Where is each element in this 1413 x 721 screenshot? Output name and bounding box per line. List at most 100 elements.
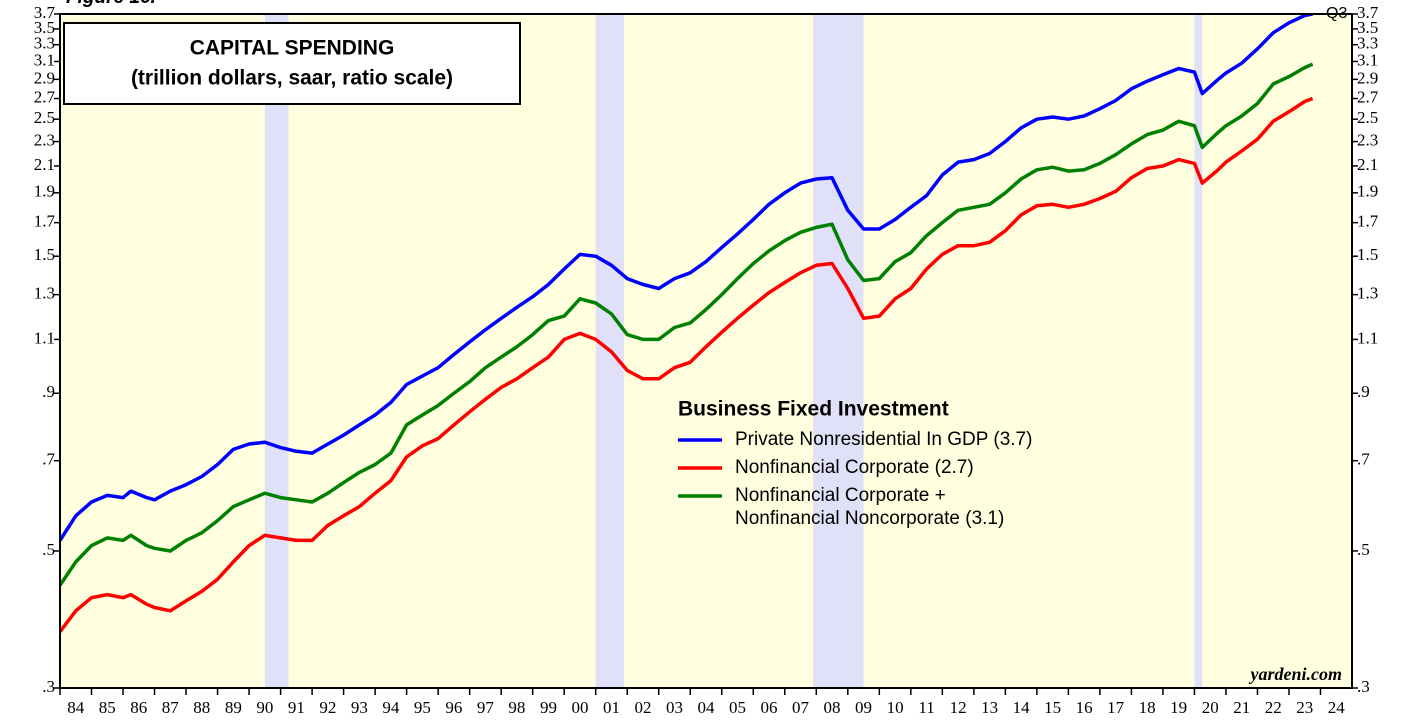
y-tick-label: 3.7 — [34, 3, 56, 22]
y2-tick-label: 1.7 — [1357, 212, 1379, 231]
x-tick-label: 20 — [1202, 698, 1219, 717]
x-tick-label: 11 — [918, 698, 934, 717]
x-tick-label: 18 — [1139, 698, 1156, 717]
x-tick-label: 92 — [319, 698, 336, 717]
y2-tick-label: .5 — [1357, 540, 1370, 559]
plot-background — [60, 14, 1352, 688]
plot-frame — [59, 13, 1353, 689]
x-tick-label: 17 — [1107, 698, 1125, 717]
x-tick-label: 91 — [288, 698, 305, 717]
legend-label: Private Nonresidential In GDP (3.7) — [735, 429, 1032, 450]
y2-tick-label: 1.9 — [1357, 182, 1378, 201]
x-tick-label: 86 — [130, 698, 147, 717]
series-line — [60, 14, 1313, 542]
x-tick-label: 07 — [792, 698, 810, 717]
y-tick-label: 1.7 — [34, 212, 56, 231]
x-tick-label: 89 — [225, 698, 242, 717]
x-tick-label: 84 — [67, 698, 85, 717]
y-tick-label: 3.1 — [34, 50, 55, 69]
x-tick-label: 13 — [981, 698, 998, 717]
y-tick-label: 1.5 — [34, 245, 55, 264]
y2-tick-label: 1.5 — [1357, 245, 1378, 264]
x-tick-label: 03 — [666, 698, 683, 717]
y2-tick-label: .9 — [1357, 382, 1370, 401]
axes: .3 .3 .5 .5 .7 .7 .9 .9 1.1 1.1 1.3 1.3 1.5 1.5 1.7 1.7… — [34, 3, 1379, 717]
x-tick-label: 00 — [571, 698, 588, 717]
y-tick-label: 2.7 — [34, 87, 56, 106]
source: yardeni.com — [1249, 664, 1343, 684]
recession-band — [1194, 14, 1203, 688]
x-tick-label: 88 — [193, 698, 210, 717]
y-tick-label: 2.5 — [34, 108, 55, 127]
x-tick-label: 08 — [824, 698, 841, 717]
y2-tick-label: .3 — [1357, 677, 1370, 696]
x-tick-label: 90 — [256, 698, 273, 717]
chart-subtitle: (trillion dollars, saar, ratio scale) — [131, 67, 453, 90]
recession-band — [264, 14, 289, 688]
y-tick-label: 2.1 — [34, 155, 55, 174]
x-tick-label: 99 — [540, 698, 557, 717]
figure-label: Figure 16. — [66, 0, 156, 8]
x-tick-label: 10 — [887, 698, 904, 717]
x-tick-label: 21 — [1233, 698, 1250, 717]
x-tick-label: 15 — [1044, 698, 1061, 717]
x-tick-label: 96 — [445, 698, 462, 717]
y2-tick-label: .7 — [1357, 450, 1370, 469]
recession-band — [813, 14, 864, 688]
plot-marks — [60, 14, 1314, 633]
x-tick-label: 12 — [950, 698, 967, 717]
plot-area — [60, 14, 1352, 688]
y2-tick-label: 3.7 — [1357, 3, 1379, 22]
x-tick-label: 85 — [99, 698, 116, 717]
y-tick-label: 3.5 — [34, 18, 55, 37]
x-tick-label: 02 — [634, 698, 651, 717]
title-box — [63, 22, 521, 105]
y2-tick-label: 3.3 — [1357, 34, 1378, 53]
x-tick-label: 06 — [761, 698, 778, 717]
y2-tick-label: 2.9 — [1357, 68, 1378, 87]
legend-label: Nonfinancial Corporate + Nonfinancial Non… — [735, 485, 1004, 529]
x-tick-label: 94 — [382, 698, 400, 717]
y-tick-label: 1.9 — [34, 182, 55, 201]
x-tick-label: 09 — [855, 698, 872, 717]
legend-title: Business Fixed Investment — [678, 398, 949, 421]
y2-tick-label: 2.7 — [1357, 87, 1379, 106]
y2-tick-label: 2.3 — [1357, 130, 1378, 149]
x-tick-label: 01 — [603, 698, 620, 717]
x-tick-label: 23 — [1296, 698, 1313, 717]
x-tick-label: 04 — [698, 698, 716, 717]
x-tick-label: 14 — [1013, 698, 1031, 717]
x-tick-label: 95 — [414, 698, 431, 717]
chart-title: CAPITAL SPENDING — [190, 37, 395, 60]
x-tick-label: 05 — [729, 698, 746, 717]
y-tick-label: 2.9 — [34, 68, 55, 87]
y-tick-label: .5 — [42, 540, 55, 559]
y2-tick-label: 1.3 — [1357, 284, 1378, 303]
x-tick-label: 16 — [1076, 698, 1093, 717]
y-tick-label: 2.3 — [34, 130, 55, 149]
y2-tick-label: 3.1 — [1357, 50, 1378, 69]
x-tick-label: 98 — [508, 698, 525, 717]
y-tick-label: .3 — [42, 677, 55, 696]
x-tick-label: 19 — [1170, 698, 1187, 717]
x-tick-label: 87 — [162, 698, 180, 717]
y-tick-label: .9 — [42, 382, 55, 401]
y2-tick-label: 2.1 — [1357, 155, 1378, 174]
x-tick-label: 97 — [477, 698, 495, 717]
y2-tick-label: 3.5 — [1357, 18, 1378, 37]
y-tick-label: 1.1 — [34, 328, 55, 347]
y-tick-label: .7 — [42, 450, 55, 469]
end-label: Q3 — [1326, 5, 1347, 22]
legend-label: Nonfinancial Corporate (2.7) — [735, 457, 974, 478]
y2-tick-label: 2.5 — [1357, 108, 1378, 127]
y2-tick-label: 1.1 — [1357, 328, 1378, 347]
x-tick-label: 22 — [1265, 698, 1282, 717]
x-tick-label: 24 — [1328, 698, 1346, 717]
x-tick-label: 93 — [351, 698, 368, 717]
y-tick-label: 3.3 — [34, 34, 55, 53]
series-line — [60, 62, 1314, 587]
series-line — [60, 96, 1314, 633]
y-tick-label: 1.3 — [34, 284, 55, 303]
